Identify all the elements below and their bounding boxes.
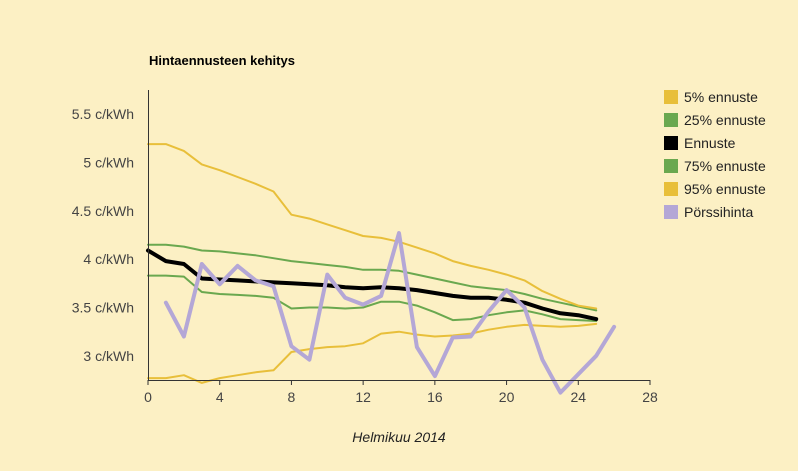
y-tick-label: 3.5 c/kWh xyxy=(72,300,134,316)
series-line-5 xyxy=(163,231,617,395)
y-axis-ticks: 3 c/kWh 3.5 c/kWh 4 c/kWh 4.5 c/kWh 5 c/kWh 5… xyxy=(72,106,134,364)
x-tick-label: 20 xyxy=(499,389,515,405)
legend-label: 5% ennuste xyxy=(684,89,758,105)
legend-swatch xyxy=(664,113,678,127)
legend: 5% ennuste 25% ennuste Ennuste 75% ennuste 9… xyxy=(664,89,766,220)
legend-swatch xyxy=(664,159,678,173)
legend-label: Pörssihinta xyxy=(684,204,753,220)
y-tick-label: 3 c/kWh xyxy=(83,348,134,364)
x-tick-label: 24 xyxy=(570,389,586,405)
series-line-0 xyxy=(147,322,598,384)
series-line-4 xyxy=(147,143,598,310)
plot-series xyxy=(146,143,617,395)
legend-swatch xyxy=(664,90,678,104)
series-line-1 xyxy=(147,274,598,322)
y-tick-label: 4 c/kWh xyxy=(83,251,134,267)
x-tick-label: 8 xyxy=(288,389,296,405)
legend-swatch xyxy=(664,136,678,150)
series-line-3 xyxy=(147,243,598,312)
y-tick-label: 4.5 c/kWh xyxy=(72,203,134,219)
legend-swatch xyxy=(664,182,678,196)
x-axis-label: Helmikuu 2014 xyxy=(352,429,446,445)
y-tick-label: 5 c/kWh xyxy=(83,155,134,171)
x-tick-label: 12 xyxy=(355,389,371,405)
y-tick-label: 5.5 c/kWh xyxy=(72,106,134,122)
legend-label: Ennuste xyxy=(684,135,736,151)
x-tick-label: 28 xyxy=(642,389,658,405)
x-tick-label: 4 xyxy=(216,389,224,405)
legend-label: 75% ennuste xyxy=(684,158,766,174)
legend-swatch xyxy=(664,205,678,219)
x-axis-ticks: 0 4 8 12 16 20 24 28 xyxy=(144,380,658,405)
x-tick-label: 16 xyxy=(427,389,443,405)
legend-label: 95% ennuste xyxy=(684,181,766,197)
chart-title: Hintaennusteen kehitys xyxy=(149,53,295,68)
series-line-2 xyxy=(146,248,599,322)
legend-label: 25% ennuste xyxy=(684,112,766,128)
x-tick-label: 0 xyxy=(144,389,152,405)
